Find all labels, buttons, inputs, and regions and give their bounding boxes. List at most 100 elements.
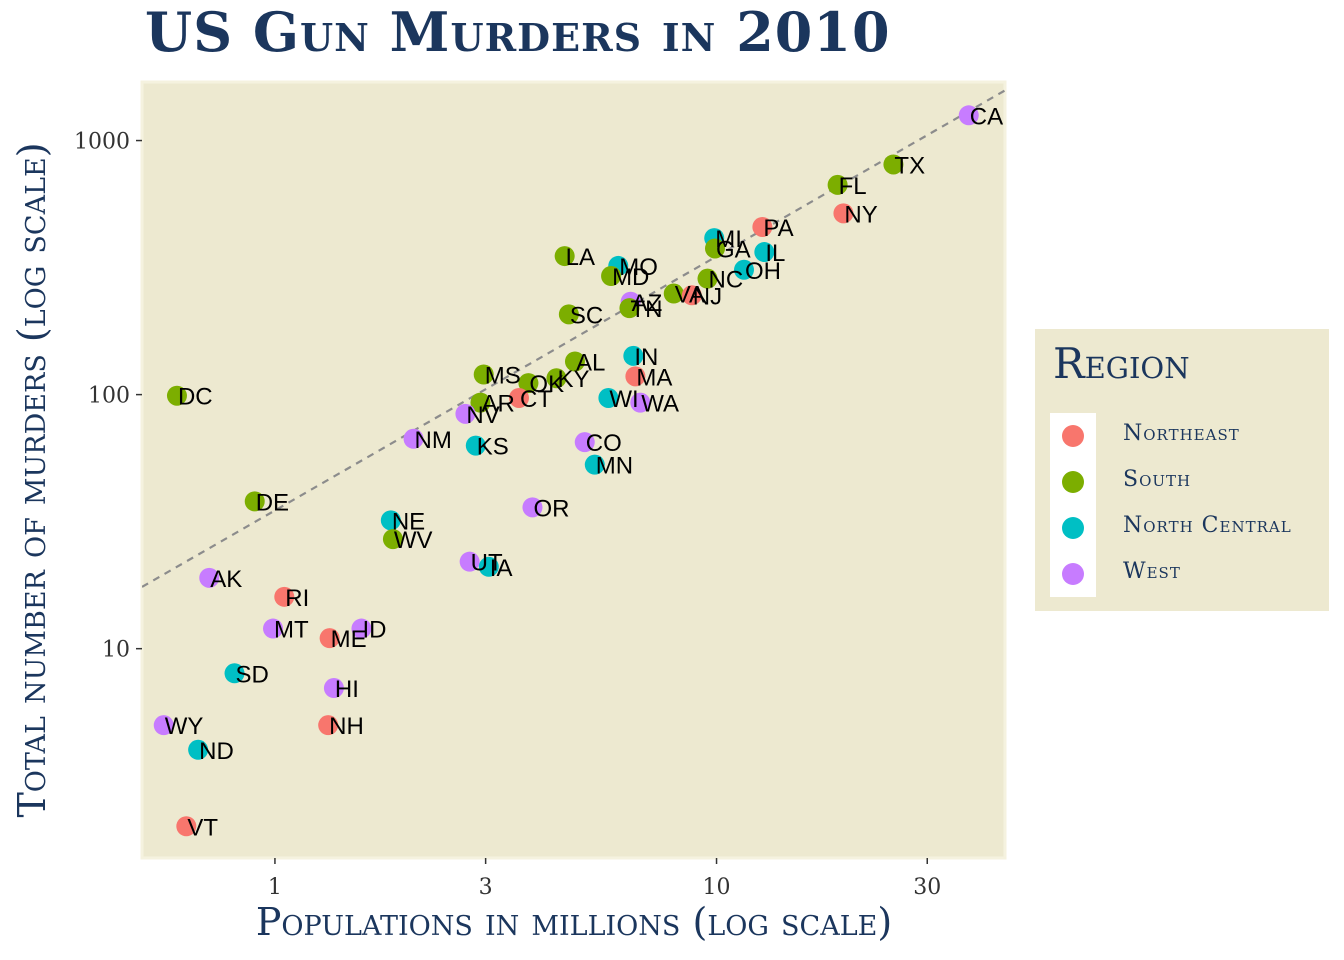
data-point-mt	[263, 618, 284, 639]
data-label-sd: SD	[236, 661, 269, 688]
data-point-wy	[153, 715, 174, 736]
x-tick-label: 1	[268, 875, 282, 900]
data-label-mn: MN	[596, 453, 633, 480]
data-label-ms: MS	[485, 362, 521, 389]
data-label-dc: DC	[178, 384, 213, 411]
data-label-co: CO	[586, 430, 622, 457]
data-label-az: AZ	[632, 290, 663, 317]
data-label-vt: VT	[187, 814, 218, 841]
data-label-me: ME	[331, 626, 367, 653]
y-tick-label: 100	[88, 384, 130, 409]
data-label-ca: CA	[970, 103, 1003, 130]
data-point-ak	[199, 567, 220, 588]
data-point-wv	[382, 529, 403, 550]
legend-label: West	[1123, 559, 1181, 584]
data-label-fl: FL	[839, 173, 867, 200]
data-label-ok: OK	[529, 371, 564, 398]
reference-line	[142, 89, 1005, 588]
data-point-in	[623, 345, 644, 366]
data-point-ia	[478, 556, 499, 577]
data-label-nd: ND	[199, 738, 234, 765]
data-label-ak: AK	[210, 566, 242, 593]
data-point-nd	[188, 739, 209, 760]
data-label-ar: AR	[481, 391, 514, 418]
data-label-wv: WV	[394, 527, 433, 554]
legend-item-north-central: North Central	[1035, 505, 1329, 551]
data-label-hi: HI	[335, 676, 359, 703]
legend-item-west: West	[1035, 551, 1329, 597]
legend-label: Northeast	[1123, 421, 1240, 446]
data-label-al: AL	[576, 349, 605, 376]
data-label-tn: TN	[630, 296, 662, 323]
legend-item-northeast: Northeast	[1035, 413, 1329, 459]
data-label-nh: NH	[329, 713, 364, 740]
data-point-sc	[558, 304, 579, 325]
data-label-ky: KY	[557, 366, 589, 393]
reference-line-group	[142, 89, 1005, 588]
data-label-ga: GA	[716, 236, 751, 263]
data-point-nh	[318, 715, 339, 736]
data-point-tn	[619, 298, 640, 319]
data-label-ne: NE	[392, 508, 425, 535]
data-point-nj	[681, 285, 702, 306]
data-point-va	[663, 283, 684, 304]
data-label-la: LA	[566, 244, 595, 271]
data-label-sc: SC	[570, 302, 603, 329]
data-point-sd	[224, 663, 245, 684]
data-label-id: ID	[362, 617, 386, 644]
legend-label: North Central	[1123, 513, 1292, 538]
x-tick-label: 3	[479, 875, 493, 900]
data-point-mn	[584, 454, 605, 475]
data-label-tx: TX	[894, 152, 925, 179]
data-label-mo: MO	[619, 254, 658, 281]
data-label-ri: RI	[285, 585, 309, 612]
data-point-md	[601, 265, 622, 286]
data-point-or	[522, 497, 543, 518]
legend-item-south: South	[1035, 459, 1329, 505]
data-point-nv	[455, 403, 476, 424]
data-point-ca	[958, 105, 979, 126]
data-label-ma: MA	[636, 364, 672, 391]
data-point-ky	[546, 368, 567, 389]
data-point-co	[574, 432, 595, 453]
data-point-ma	[625, 366, 646, 387]
chart-title: US Gun Murders in 2010	[145, 0, 891, 64]
data-label-or: OR	[533, 495, 569, 522]
data-label-mi: MI	[715, 226, 742, 253]
data-point-ne	[380, 510, 401, 531]
y-tick-label: 10	[102, 638, 130, 663]
data-label-mt: MT	[274, 617, 309, 644]
data-point-ga	[704, 238, 725, 259]
data-point-me	[319, 628, 340, 649]
data-point-nm	[403, 428, 424, 449]
data-point-al	[564, 351, 585, 372]
data-label-wy: WY	[165, 713, 204, 740]
data-point-id	[351, 618, 372, 639]
data-label-nc: NC	[709, 267, 744, 294]
data-label-wi: WI	[609, 386, 638, 413]
axis-ticks: 1 3 10 30 10 100 1000	[74, 130, 941, 900]
data-point-la	[554, 246, 575, 267]
data-label-il: IL	[765, 240, 785, 267]
data-label-in: IN	[634, 344, 658, 371]
data-points	[153, 105, 979, 837]
data-point-pa	[752, 216, 773, 237]
legend: Region Northeast South North Central West	[1035, 329, 1329, 611]
legend-swatch	[1062, 563, 1084, 585]
legend-swatch	[1062, 471, 1084, 493]
data-point-ar	[470, 392, 491, 413]
data-label-pa: PA	[763, 215, 793, 242]
data-label-nv: NV	[466, 402, 499, 429]
data-label-md: MD	[612, 264, 649, 291]
data-label-ia: IA	[490, 555, 513, 582]
data-label-va: VA	[675, 282, 705, 309]
data-point-ct	[508, 387, 529, 408]
data-label-ny: NY	[844, 201, 877, 228]
legend-swatch	[1062, 517, 1084, 539]
data-point-ri	[274, 586, 295, 607]
data-point-hi	[323, 678, 344, 699]
y-tick-label: 1000	[74, 130, 130, 155]
data-point-vt	[176, 816, 197, 837]
data-point-wa	[630, 392, 651, 413]
